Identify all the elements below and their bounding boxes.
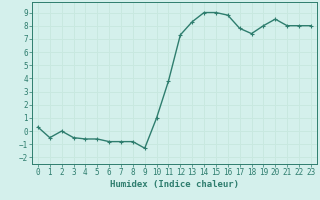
X-axis label: Humidex (Indice chaleur): Humidex (Indice chaleur): [110, 180, 239, 189]
